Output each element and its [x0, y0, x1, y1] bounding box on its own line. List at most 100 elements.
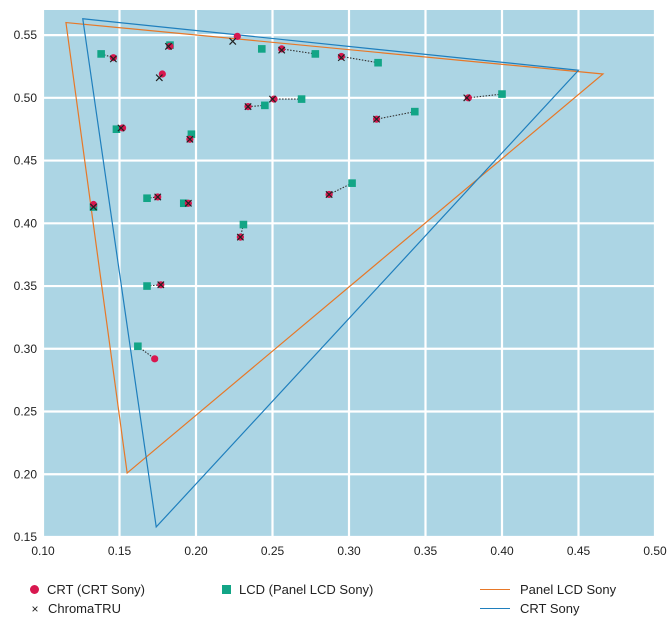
chromatru-stroke: [186, 135, 194, 143]
legend-lcd-label: LCD (Panel LCD Sony): [239, 582, 374, 597]
legend-crt-sony-label: CRT Sony: [520, 601, 580, 616]
lcd-point: [261, 101, 269, 110]
connector-line: [341, 55, 379, 64]
chromatru-point: [155, 74, 163, 82]
gridlines: [41, 10, 657, 539]
gamut-triangles: [65, 18, 605, 529]
connector-line: [100, 53, 114, 59]
connector-line: [376, 111, 415, 120]
x-tick-label: 0.30: [337, 544, 361, 558]
crt-point: [337, 52, 345, 61]
chromatru-point: [278, 46, 286, 54]
legend-crt-label: CRT (CRT Sony): [47, 582, 146, 597]
lcd-point: [257, 45, 266, 53]
legend-chromatru-label: ChromaTRU: [48, 601, 121, 616]
lcd-point: [410, 107, 419, 116]
connector-line: [328, 182, 353, 195]
crt-marker-swatch: [30, 585, 39, 594]
connector-line: [146, 284, 161, 287]
legend-panel-label: Panel LCD Sony: [520, 582, 617, 597]
x-tick-label: 0.15: [108, 544, 132, 558]
chromatru-stroke: [236, 233, 244, 241]
chromatru-point: [154, 193, 162, 201]
x-tick-label: 0.40: [490, 544, 514, 558]
panel-lcd-sony-triangle: [65, 21, 605, 475]
lcd-point: [97, 50, 105, 58]
lcd-point: [498, 90, 506, 98]
crt-point: [166, 42, 174, 50]
chromatru-stroke: [117, 124, 125, 132]
chromatru-point: [244, 102, 252, 111]
y-tick-label: 0.25: [14, 405, 38, 419]
chromatru-stroke: [244, 102, 252, 111]
crt-point: [278, 45, 286, 53]
legend-item-crt-sony: CRT Sony: [480, 601, 580, 616]
chromatru-stroke: [89, 203, 98, 211]
x-tick-label: 0.50: [643, 544, 667, 558]
chromatru-point: [109, 55, 118, 63]
chromatru-stroke: [268, 95, 277, 103]
lcd-marker-swatch: [222, 585, 231, 594]
chromatru-point: [372, 115, 381, 123]
lcd-point: [143, 194, 151, 203]
chromatru-point: [337, 54, 345, 62]
lcd-point: [112, 125, 121, 134]
crt-sony-line-swatch: [480, 608, 510, 609]
chromatru-stroke: [372, 115, 381, 123]
lcd-point: [374, 58, 382, 67]
crt-point: [109, 54, 117, 62]
lcd-point: [311, 50, 320, 58]
x-tick-label: 0.10: [31, 544, 55, 558]
chromatru-stroke: [278, 46, 286, 54]
x-axis-tick-labels: 0.10 0.15 0.20 0.25 0.30 0.35 0.40 0.45 0.50: [31, 544, 667, 558]
lcd-point: [239, 220, 248, 229]
y-tick-label: 0.35: [14, 279, 38, 293]
chromatru-stroke: [325, 190, 333, 199]
y-tick-label: 0.20: [14, 467, 38, 481]
y-tick-label: 0.55: [14, 28, 38, 42]
chromatru-point: [184, 199, 192, 207]
legend-item-chromatru: × ChromaTRU: [30, 601, 121, 616]
legend-item-panel-lcd-sony: Panel LCD Sony: [480, 582, 616, 597]
chromatru-point: [186, 135, 194, 143]
chromatru-marker-swatch: ×: [31, 601, 39, 616]
legend-item-lcd: LCD (Panel LCD Sony): [222, 582, 373, 597]
y-tick-label: 0.50: [14, 91, 38, 105]
chromatru-point: [157, 281, 165, 289]
lcd-point: [179, 199, 188, 208]
crt-point: [118, 124, 127, 132]
crt-point: [89, 200, 98, 209]
connector-line: [239, 224, 244, 238]
x-tick-label: 0.35: [414, 544, 438, 558]
crt-point: [270, 95, 278, 103]
panel-lcd-line-swatch: [480, 589, 510, 590]
data-markers: [89, 32, 506, 363]
chromatru-point: [463, 94, 471, 102]
connector-line: [468, 93, 503, 99]
crt-sony-triangle: [82, 18, 580, 529]
x-tick-label: 0.45: [567, 544, 591, 558]
y-axis-tick-labels: 0.15 0.20 0.25 0.30 0.35 0.40 0.45 0.50 0.55: [14, 28, 38, 544]
lcd-point: [134, 342, 142, 351]
chromatru-point: [164, 42, 173, 51]
lcd-point: [143, 282, 151, 290]
chromatru-point: [268, 95, 277, 103]
chromatru-point: [236, 233, 244, 241]
lcd-point: [187, 130, 196, 139]
chromatru-stroke: [154, 193, 162, 201]
chromatru-stroke: [164, 42, 173, 51]
x-tick-label: 0.20: [184, 544, 208, 558]
crt-point: [464, 94, 472, 102]
chromatru-stroke: [463, 94, 471, 102]
chart-canvas: 0.10 0.15 0.20 0.25 0.30 0.35 0.40 0.45 0.50 0.1…: [14, 10, 667, 558]
lcd-point: [348, 179, 356, 187]
y-tick-label: 0.45: [14, 154, 38, 168]
chromatru-stroke: [157, 281, 165, 289]
legend-item-crt: CRT (CRT Sony): [30, 582, 145, 597]
chromatru-stroke: [109, 55, 118, 63]
chromatru-stroke: [155, 74, 163, 82]
y-tick-label: 0.15: [14, 530, 38, 544]
chromatru-point: [89, 203, 98, 211]
chromatru-stroke: [229, 37, 237, 45]
chromatru-point: [117, 124, 125, 132]
